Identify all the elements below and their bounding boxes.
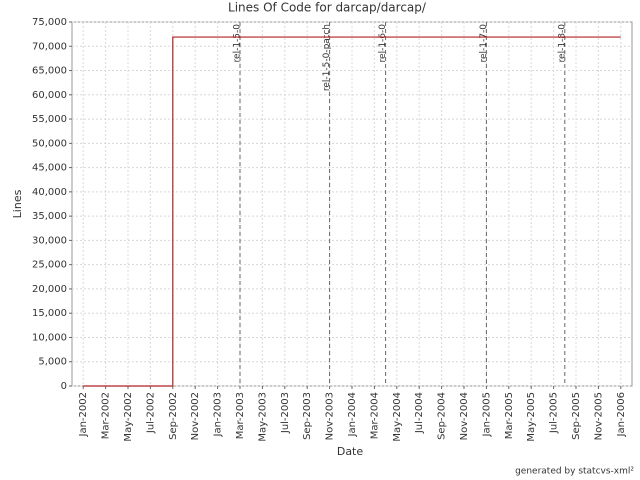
y-tick-label: 40,000 [32,187,67,198]
x-tick-label: Sep-2005 [571,392,582,440]
x-tick-label: Mar-2002 [101,392,112,439]
x-tick-label: Jul-2005 [549,392,560,434]
y-tick-label: 65,000 [32,66,67,77]
data-line [83,36,621,387]
x-tick-label: Jan-2003 [213,392,224,437]
x-tick-label: Nov-2005 [593,392,604,440]
x-tick-label: May-2005 [526,392,537,442]
chart-title: Lines Of Code for darcap/darcap/ [228,1,427,15]
x-tick-label: May-2002 [123,392,134,442]
footer: generated by statcvs-xml² [515,467,634,477]
y-tick-label: 60,000 [32,90,67,101]
x-tick-label: Mar-2003 [235,392,246,439]
x-axis-label: Date [337,445,364,458]
x-tick-label: Jan-2002 [78,392,89,437]
y-tick-label: 35,000 [32,211,67,222]
x-tick-label: Nov-2002 [190,392,201,440]
y-tick-label: 10,000 [32,332,67,343]
y-tick-label: 55,000 [32,114,67,125]
y-tick-label: 5,000 [38,357,67,368]
x-tick-label: Sep-2004 [437,392,448,440]
x-tick-label: Jan-2005 [481,392,492,437]
version-label: rel-1-5-0 [233,24,243,63]
version-label: rel-1-7-0 [479,24,489,63]
y-axis-label: Lines [11,189,24,218]
x-tick-label: Jul-2004 [414,392,425,434]
version-label: rel-1-8-0 [557,24,567,63]
x-tick-label: Nov-2004 [459,392,470,440]
y-tick-label: 45,000 [32,163,67,174]
y-tick-label: 30,000 [32,235,67,246]
x-tick-label: Jul-2002 [145,392,156,434]
x-tick-label: Mar-2004 [369,392,380,439]
y-tick-label: 20,000 [32,284,67,295]
y-tick-label: 50,000 [32,138,67,149]
y-tick-label: 25,000 [32,260,67,271]
x-tick-label: May-2004 [392,392,403,442]
x-tick-label: May-2003 [257,392,268,442]
x-tick-label: Nov-2003 [325,392,336,440]
y-tick-label: 15,000 [32,308,67,319]
x-tick-label: Jan-2006 [616,392,627,437]
y-tick-label: 0 [61,381,67,392]
x-tick-label: Jul-2003 [280,392,291,434]
y-tick-label: 75,000 [32,17,67,28]
x-tick-label: Jan-2004 [347,392,358,437]
x-tick-label: Sep-2002 [168,392,179,440]
y-tick-label: 70,000 [32,41,67,52]
x-tick-label: Sep-2003 [302,392,313,440]
version-label: rel-1-6-0 [378,24,388,63]
x-tick-label: Mar-2005 [504,392,515,439]
version-label: rel-1-5-0-patch [322,24,332,91]
